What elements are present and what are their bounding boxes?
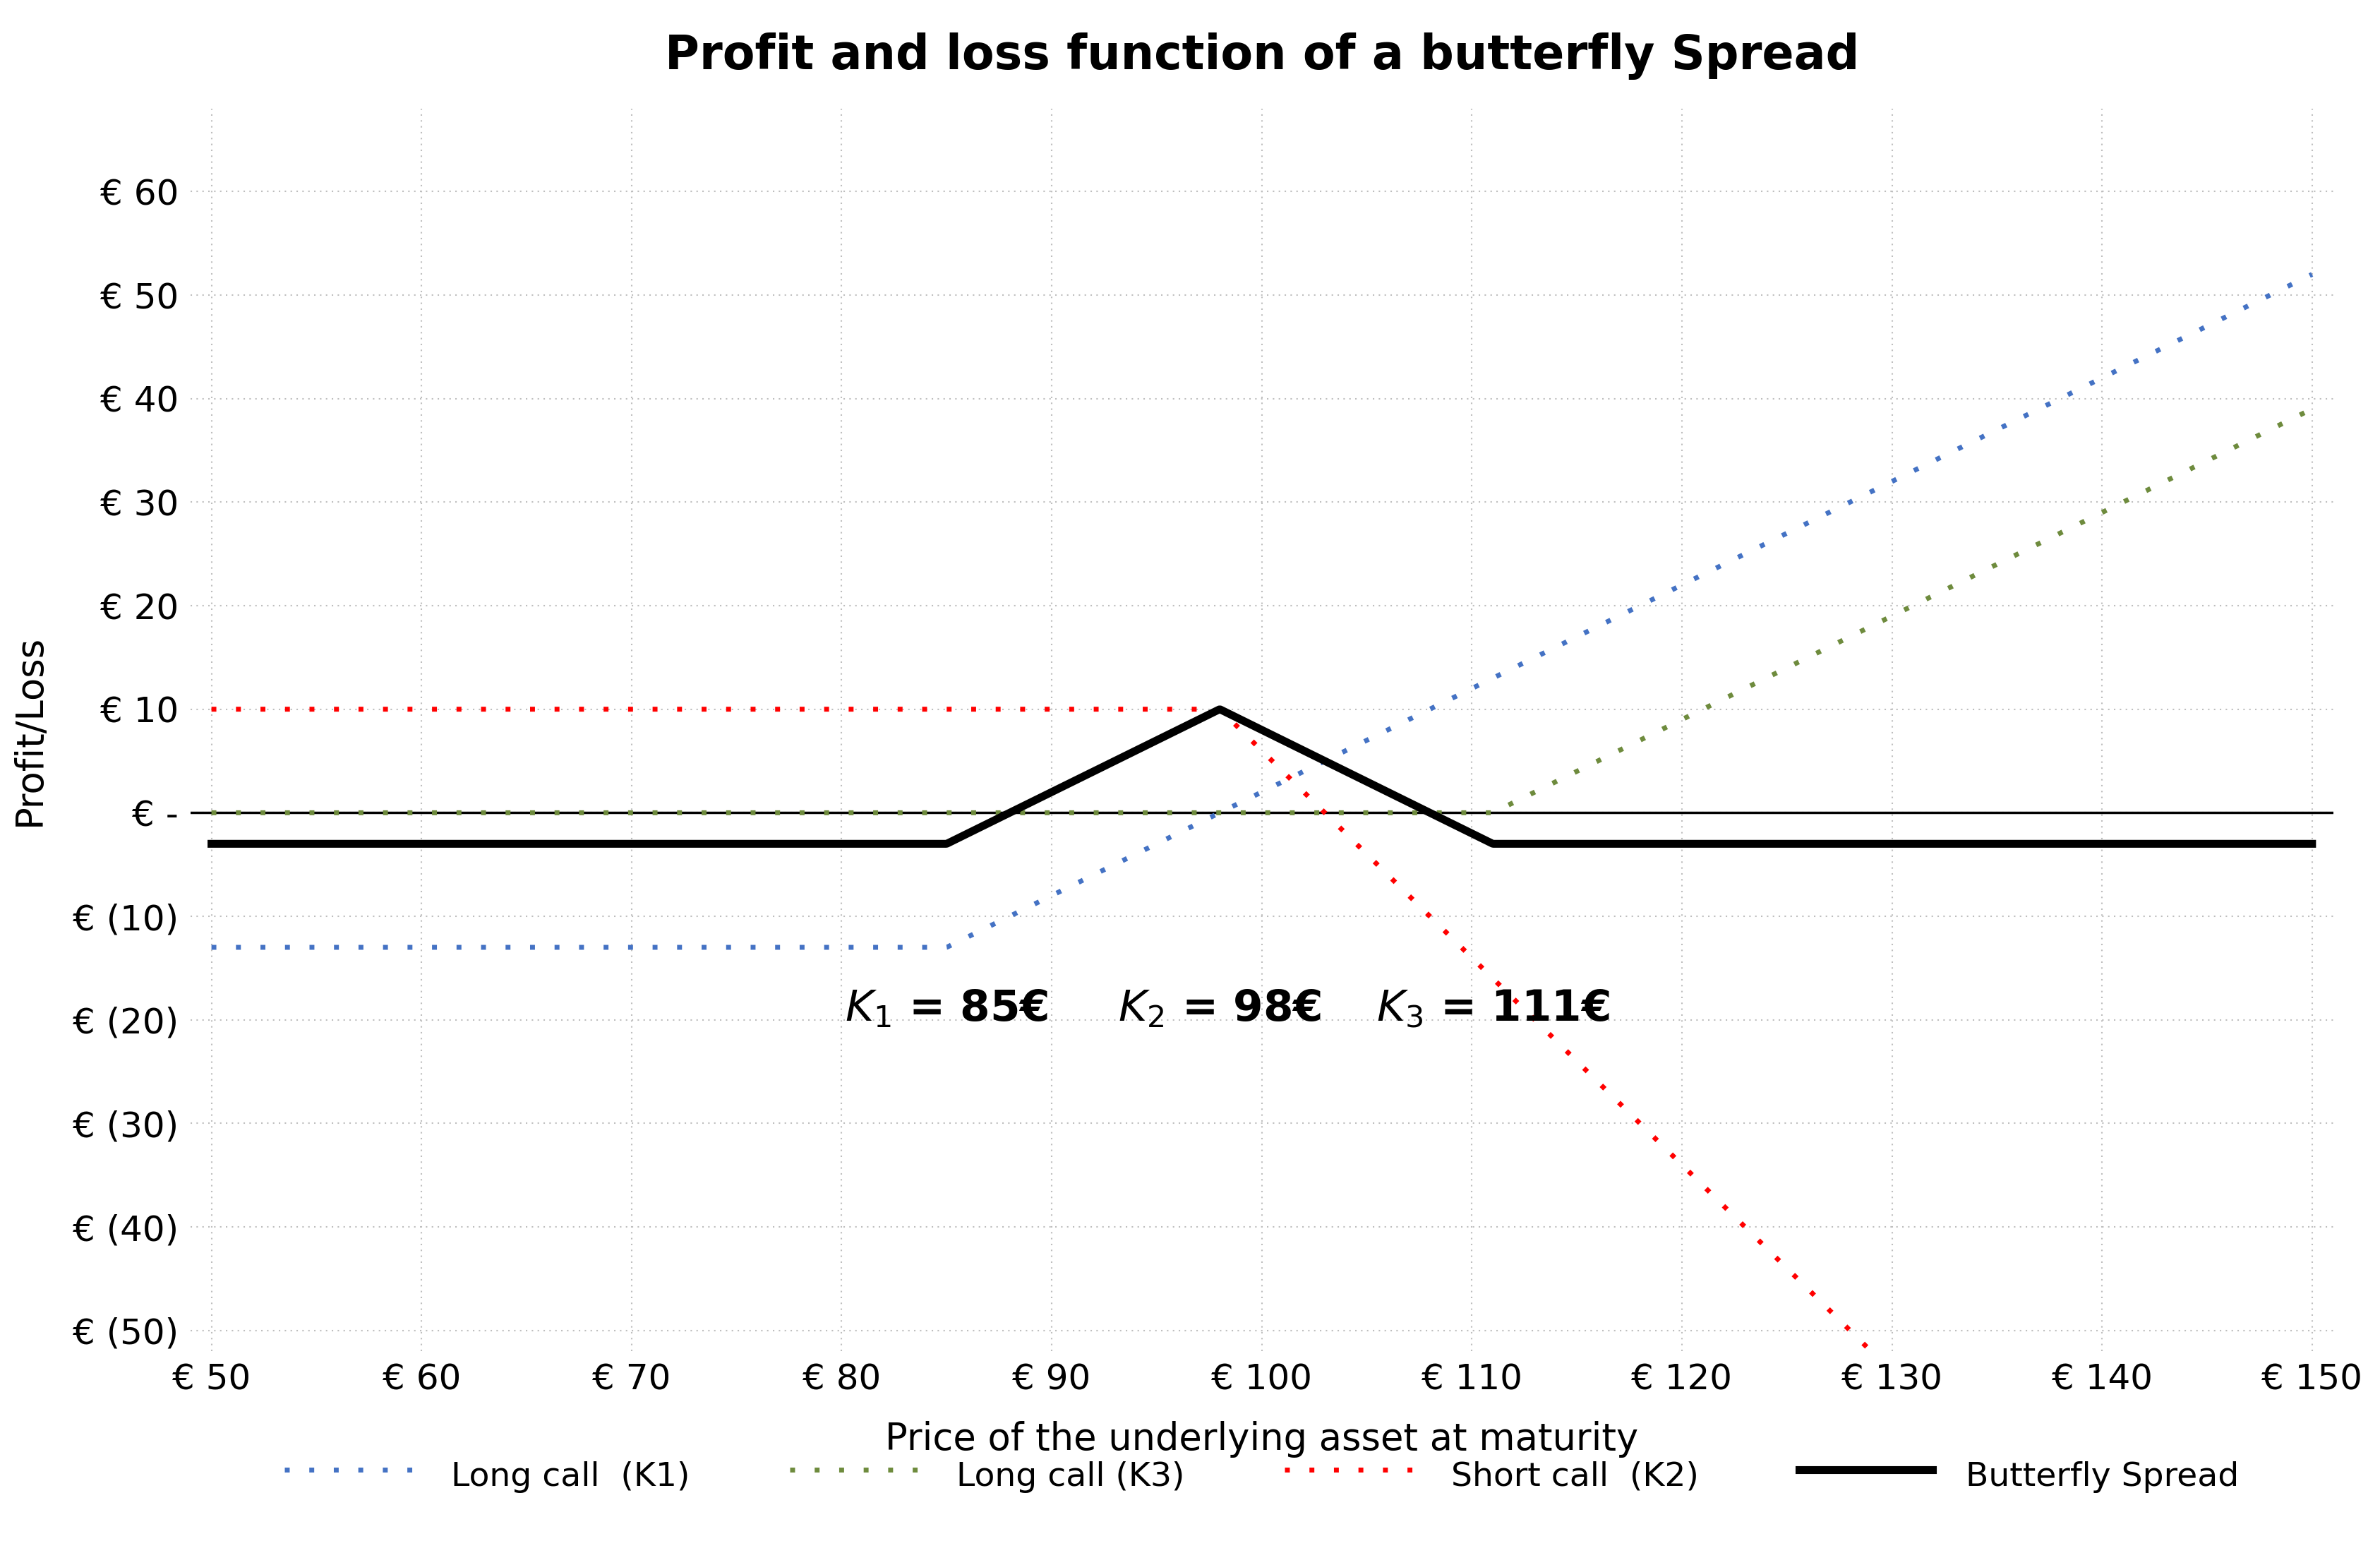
Y-axis label: Profit/Loss: Profit/Loss (12, 634, 48, 826)
Title: Profit and loss function of a butterfly Spread: Profit and loss function of a butterfly … (664, 33, 1859, 81)
Text: $K_1$ = 85€: $K_1$ = 85€ (845, 989, 1047, 1030)
X-axis label: Price of the underlying asset at maturity: Price of the underlying asset at maturit… (885, 1421, 1637, 1458)
Text: $K_2$ = 98€: $K_2$ = 98€ (1119, 989, 1321, 1030)
Legend: Long call  (K1), Long call (K3), Short call  (K2), Butterfly Spread: Long call (K1), Long call (K3), Short ca… (271, 1441, 2251, 1508)
Text: $K_3$ = 111€: $K_3$ = 111€ (1376, 989, 1609, 1030)
